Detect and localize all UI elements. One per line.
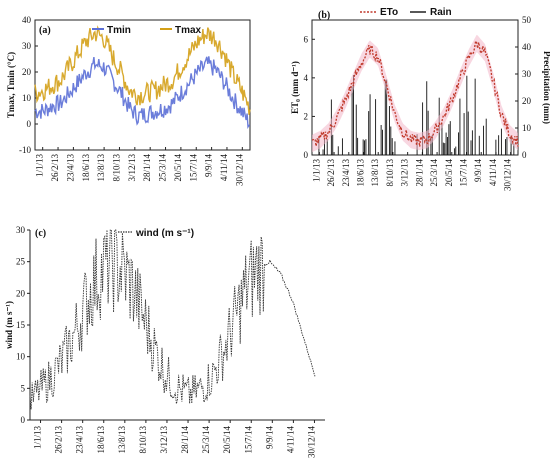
y-tick-label: 10	[22, 93, 32, 103]
x-tick-label: 30/12/14	[306, 426, 316, 459]
panel-a-temperature-chart: -10 0 10 20 30 40 1/1/13 26/2/13 23/4/13 18/6/13 1…	[6, 15, 251, 187]
y-tick-label: 2	[304, 111, 309, 121]
x-tick-label: 26/2/13	[326, 159, 336, 187]
x-tick-label: 3/12/13	[127, 154, 137, 182]
x-tick-label: 20/5/14	[444, 159, 454, 187]
x-tick-label: 13/8/13	[96, 154, 106, 182]
y2-axis-label: Precipitation (mm)	[542, 51, 550, 124]
series-line-wind	[29, 229, 316, 410]
legend-label: wind (m s⁻¹)	[135, 228, 194, 239]
x-tick-label: 23/4/13	[75, 426, 85, 454]
y-tick-label: 20	[16, 288, 26, 298]
y2-tick-label: 0	[522, 150, 527, 160]
y2-tick-label: 30	[522, 69, 532, 79]
x-tick-label: 26/2/13	[54, 426, 64, 454]
y-tick-label: 6	[304, 34, 309, 44]
y-tick-label: 30	[16, 225, 26, 235]
panel-b-eto-rain-chart: 0 2 4 6 1/1/13 26/2/13 23/4/13 18/6/13 13/8/13 8/…	[290, 7, 550, 191]
y2-tick-label: 40	[522, 42, 532, 52]
y-tick-label: 40	[22, 15, 32, 25]
x-tick-label: 3/12/13	[159, 426, 169, 454]
panel-label: (b)	[318, 10, 330, 21]
y-tick-label: 10	[16, 352, 26, 362]
y-tick-label: 0	[304, 150, 309, 160]
x-tick-label: 1/1/13	[35, 154, 45, 178]
y2-tick-label: 20	[522, 96, 532, 106]
x-tick-label: 20/5/14	[222, 426, 232, 454]
x-tick-label: 9/9/14	[204, 154, 214, 178]
x-tick-label: 18/6/13	[356, 159, 366, 187]
x-tick-label: 25/3/14	[201, 426, 211, 454]
legend-label: Tmax	[175, 25, 202, 36]
x-tick-label: 9/9/14	[264, 426, 274, 450]
x-tick-label: 23/4/13	[65, 154, 75, 182]
x-tick-label: 3/12/13	[400, 159, 410, 187]
eto-range-band	[312, 34, 518, 153]
y-tick-label: 15	[16, 320, 26, 330]
panel-label: (a)	[39, 25, 51, 36]
x-tick-label: 1/1/13	[33, 426, 43, 450]
panel-label: (c)	[35, 228, 46, 239]
x-tick-label: 4/11/14	[219, 154, 229, 182]
y-tick-label: 4	[304, 73, 309, 83]
x-tick-label: 26/2/13	[50, 154, 60, 182]
y-tick-label: 25	[16, 257, 26, 267]
x-tick-label: 18/6/13	[96, 426, 106, 454]
y-tick-label: 30	[22, 41, 32, 51]
x-tick-label: 28/1/14	[142, 154, 152, 182]
y2-tick-label: 10	[522, 123, 532, 133]
x-tick-label: 4/11/14	[285, 426, 295, 454]
x-tick-label: 13/8/13	[370, 159, 380, 187]
x-tick-label: 25/3/14	[429, 159, 439, 187]
x-tick-label: 30/12/14	[234, 154, 244, 187]
x-tick-label: 8/10/13	[111, 154, 121, 182]
legend-label: ETo	[380, 7, 398, 18]
legend-label: Tmin	[107, 25, 131, 36]
x-tick-label: 13/8/13	[117, 426, 127, 454]
y-axis-label: ET₀ (mm d⁻¹)	[290, 61, 300, 114]
y-tick-label: 0	[27, 119, 32, 129]
panel-c-wind-chart: 0 5 10 15 20 25 30 1/1/13 26/2/13 23/4/13 18/6/13 1…	[4, 225, 325, 458]
series-line-tmin	[34, 56, 251, 130]
legend-label: Rain	[430, 7, 452, 18]
x-tick-label: 4/11/14	[488, 159, 498, 187]
y-tick-label: 20	[22, 67, 32, 77]
x-tick-label: 20/5/14	[173, 154, 183, 182]
plot-frame	[311, 19, 519, 156]
series-line-eto	[312, 39, 519, 147]
plot-frame	[34, 19, 251, 151]
x-tick-label: 30/12/14	[503, 159, 513, 192]
y-axis-label: Tmax, Tmin (°C)	[6, 52, 16, 118]
x-tick-label: 1/1/13	[311, 159, 321, 183]
x-tick-label: 28/1/14	[180, 426, 190, 454]
y2-tick-label: 50	[522, 15, 532, 25]
x-tick-label: 25/3/14	[158, 154, 168, 182]
x-tick-label: 8/10/13	[138, 426, 148, 454]
y-axis-label: wind (m s⁻¹)	[4, 301, 14, 349]
series-line-tmax	[34, 25, 251, 115]
x-tick-label: 28/1/14	[414, 159, 424, 187]
x-tick-label: 9/9/14	[473, 159, 483, 183]
y-tick-label: -10	[19, 145, 31, 155]
x-tick-label: 23/4/13	[341, 159, 351, 187]
x-tick-label: 18/6/13	[81, 154, 91, 182]
y-tick-label: 5	[21, 383, 26, 393]
x-tick-label: 8/10/13	[385, 159, 395, 187]
x-tick-label: 15/7/14	[243, 426, 253, 454]
y-tick-label: 0	[21, 415, 26, 425]
x-tick-label: 15/7/14	[459, 159, 469, 187]
x-tick-label: 15/7/14	[188, 154, 198, 182]
